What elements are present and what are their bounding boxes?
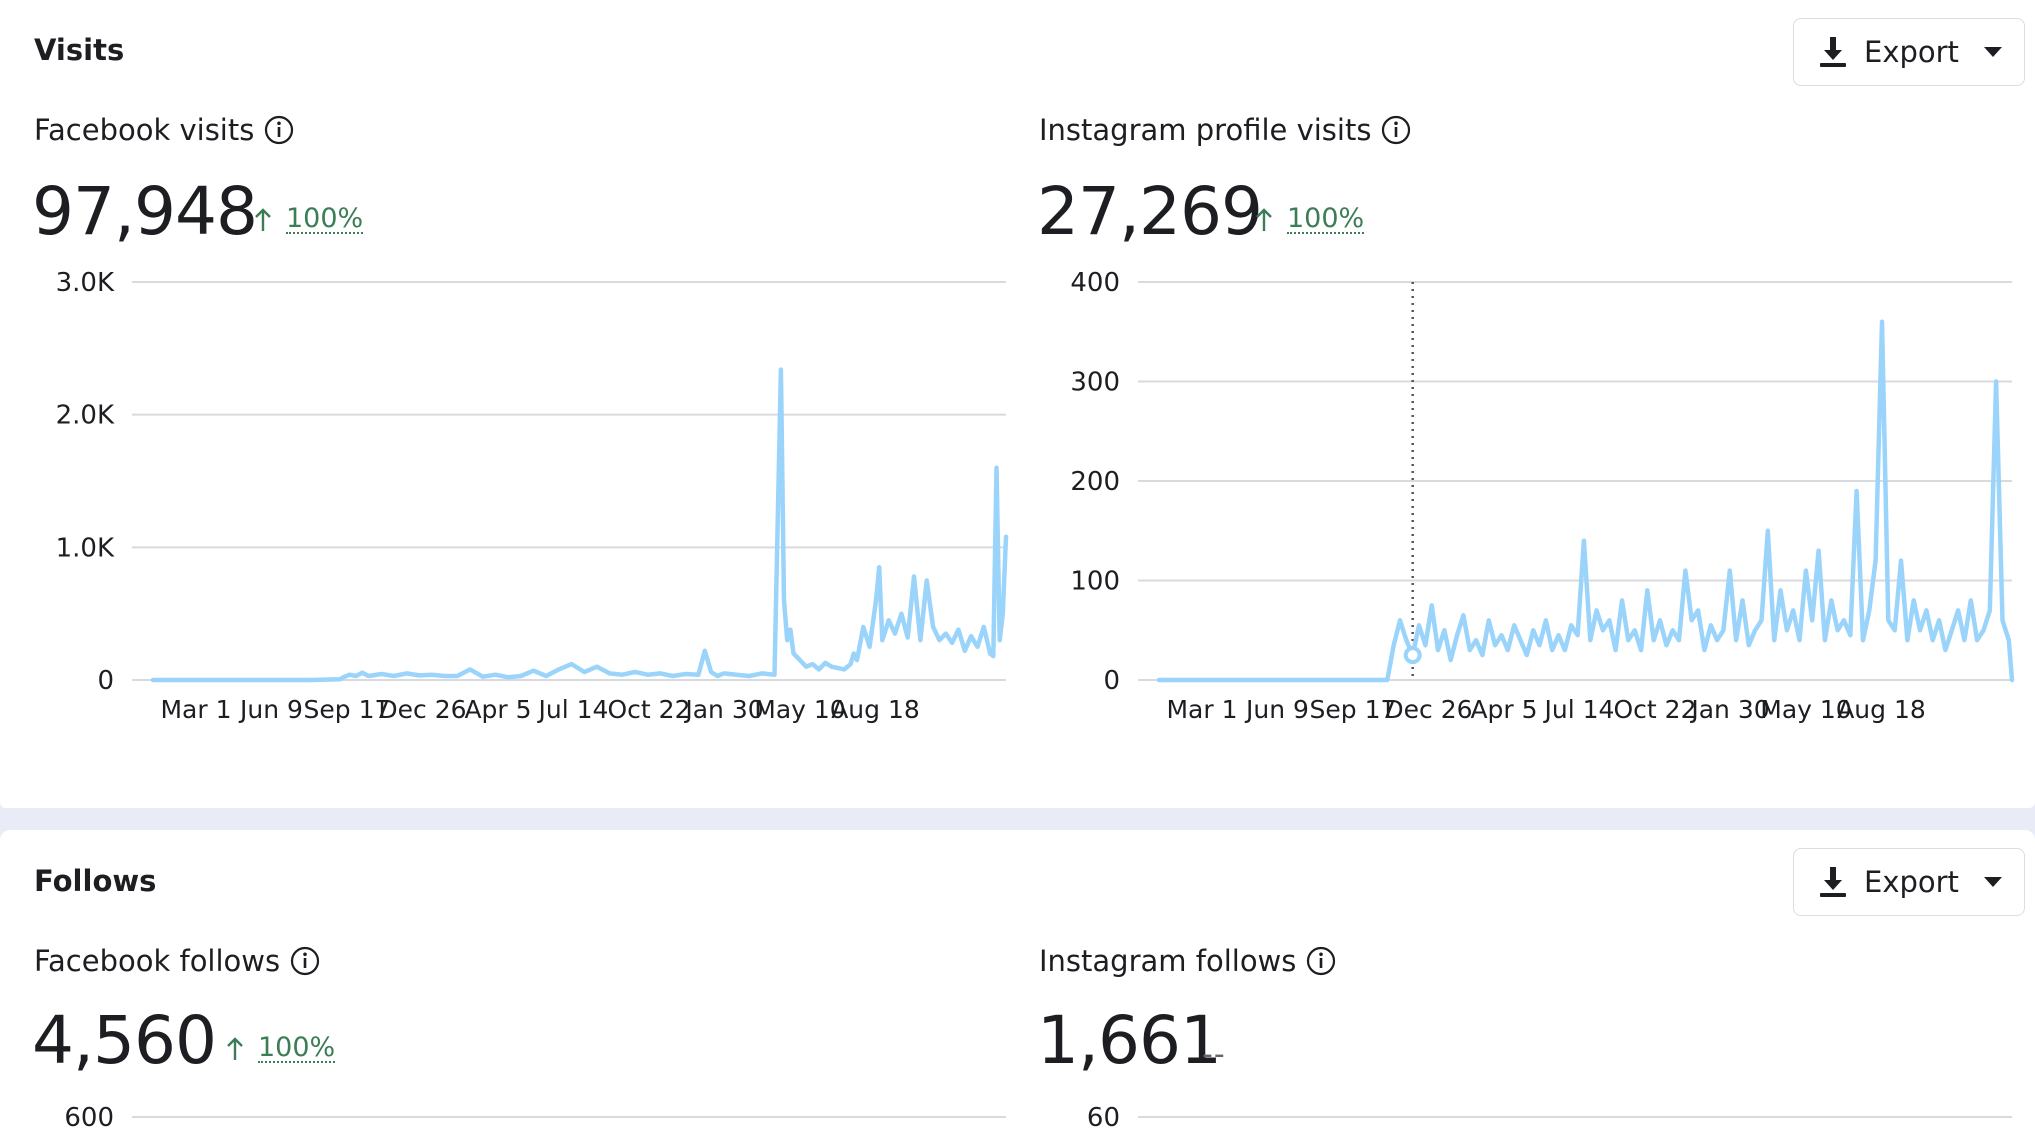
y-tick-label: 1.0K bbox=[56, 533, 115, 563]
y-tick-label: 300 bbox=[1070, 368, 1120, 398]
metric-label-text: Instagram follows bbox=[1039, 944, 1297, 978]
change-indicator-facebook-visits: 100% bbox=[254, 203, 364, 234]
x-tick-label: Dec 26 bbox=[378, 695, 466, 724]
y-tick-label: 600 bbox=[64, 1103, 114, 1133]
metric-label-instagram-follows: Instagram follows bbox=[1039, 944, 1336, 978]
change-indicator-facebook-follows: 100% bbox=[226, 1032, 336, 1063]
metric-value-instagram-follows: 1,661 bbox=[1037, 1002, 1222, 1079]
arrow-up-icon bbox=[227, 1037, 243, 1060]
change-percent[interactable]: 100% bbox=[286, 203, 364, 234]
info-icon[interactable] bbox=[264, 115, 294, 145]
metric-label-facebook-visits: Facebook visits bbox=[34, 113, 294, 147]
x-tick-label: Oct 22 bbox=[608, 695, 691, 724]
y-tick-label: 2.0K bbox=[56, 401, 115, 431]
facebook-follows-chart: 600 bbox=[64, 1103, 1006, 1133]
x-tick-label: Sep 17 bbox=[1310, 695, 1397, 724]
metric-label-text: Facebook follows bbox=[34, 944, 281, 978]
info-icon[interactable] bbox=[290, 946, 320, 976]
caret-down-icon bbox=[1983, 47, 2002, 57]
export-button-visits[interactable]: Export bbox=[1793, 18, 2025, 86]
x-tick-label: Sep 17 bbox=[304, 695, 391, 724]
info-icon[interactable] bbox=[1306, 946, 1336, 976]
x-tick-label: Jan 30 bbox=[1689, 695, 1769, 724]
x-tick-label: Jul 14 bbox=[1543, 695, 1615, 724]
y-tick-label: 0 bbox=[1103, 666, 1120, 696]
series-line bbox=[1156, 319, 2015, 683]
change-percent[interactable]: 100% bbox=[258, 1032, 336, 1063]
info-icon[interactable] bbox=[1381, 115, 1411, 145]
download-icon bbox=[1820, 37, 1846, 67]
x-tick-label: May 10 bbox=[1760, 695, 1851, 724]
section-title-follows: Follows bbox=[34, 864, 157, 898]
change-indicator-instagram-visits: 100% bbox=[1255, 203, 1365, 234]
y-tick-label: 60 bbox=[1087, 1103, 1120, 1133]
x-tick-label: Dec 26 bbox=[1384, 695, 1472, 724]
x-tick-label: Aug 18 bbox=[831, 695, 920, 724]
x-tick-label: Aug 18 bbox=[1837, 695, 1926, 724]
export-label: Export bbox=[1864, 35, 1959, 69]
metric-label-facebook-follows: Facebook follows bbox=[34, 944, 320, 978]
metric-value-facebook-visits: 97,948 bbox=[32, 173, 258, 250]
x-tick-label: Jun 9 bbox=[1244, 695, 1309, 724]
y-tick-label: 0 bbox=[97, 666, 114, 696]
hover-point[interactable] bbox=[1403, 646, 1422, 665]
x-tick-label: Jun 9 bbox=[238, 695, 303, 724]
x-tick-label: Mar 1 bbox=[160, 695, 231, 724]
export-label: Export bbox=[1864, 865, 1959, 899]
follows-section: Follows Export Facebook follows 4,560 10… bbox=[0, 830, 2035, 1146]
metric-label-instagram-visits: Instagram profile visits bbox=[1039, 113, 1411, 147]
x-tick-label: Apr 5 bbox=[464, 695, 531, 724]
x-tick-label: Apr 5 bbox=[1470, 695, 1537, 724]
export-button-follows[interactable]: Export bbox=[1793, 848, 2025, 916]
arrow-up-icon bbox=[1256, 208, 1272, 231]
metric-label-text: Instagram profile visits bbox=[1039, 113, 1372, 147]
x-tick-label: Jan 30 bbox=[683, 695, 763, 724]
metric-label-text: Facebook visits bbox=[34, 113, 255, 147]
y-tick-label: 200 bbox=[1070, 467, 1120, 497]
metric-value-instagram-visits: 27,269 bbox=[1037, 173, 1263, 250]
change-percent[interactable]: 100% bbox=[1287, 203, 1365, 234]
section-title-visits: Visits bbox=[34, 33, 125, 67]
x-tick-label: May 10 bbox=[754, 695, 845, 724]
arrow-up-icon bbox=[255, 208, 271, 231]
y-tick-label: 100 bbox=[1070, 567, 1120, 597]
y-tick-label: 400 bbox=[1070, 268, 1120, 298]
change-indicator-instagram-follows: -- bbox=[1202, 1037, 1226, 1072]
instagram-follows-chart: 60 bbox=[1087, 1103, 2012, 1133]
caret-down-icon bbox=[1983, 877, 2002, 887]
series-line bbox=[150, 367, 1009, 683]
y-tick-label: 3.0K bbox=[56, 268, 115, 298]
x-tick-label: Mar 1 bbox=[1166, 695, 1237, 724]
x-tick-label: Oct 22 bbox=[1614, 695, 1697, 724]
x-tick-label: Jul 14 bbox=[537, 695, 609, 724]
download-icon bbox=[1820, 867, 1846, 897]
metric-value-facebook-follows: 4,560 bbox=[32, 1002, 217, 1079]
visits-section: Visits Export Facebook visits 97,948 100… bbox=[0, 0, 2035, 808]
